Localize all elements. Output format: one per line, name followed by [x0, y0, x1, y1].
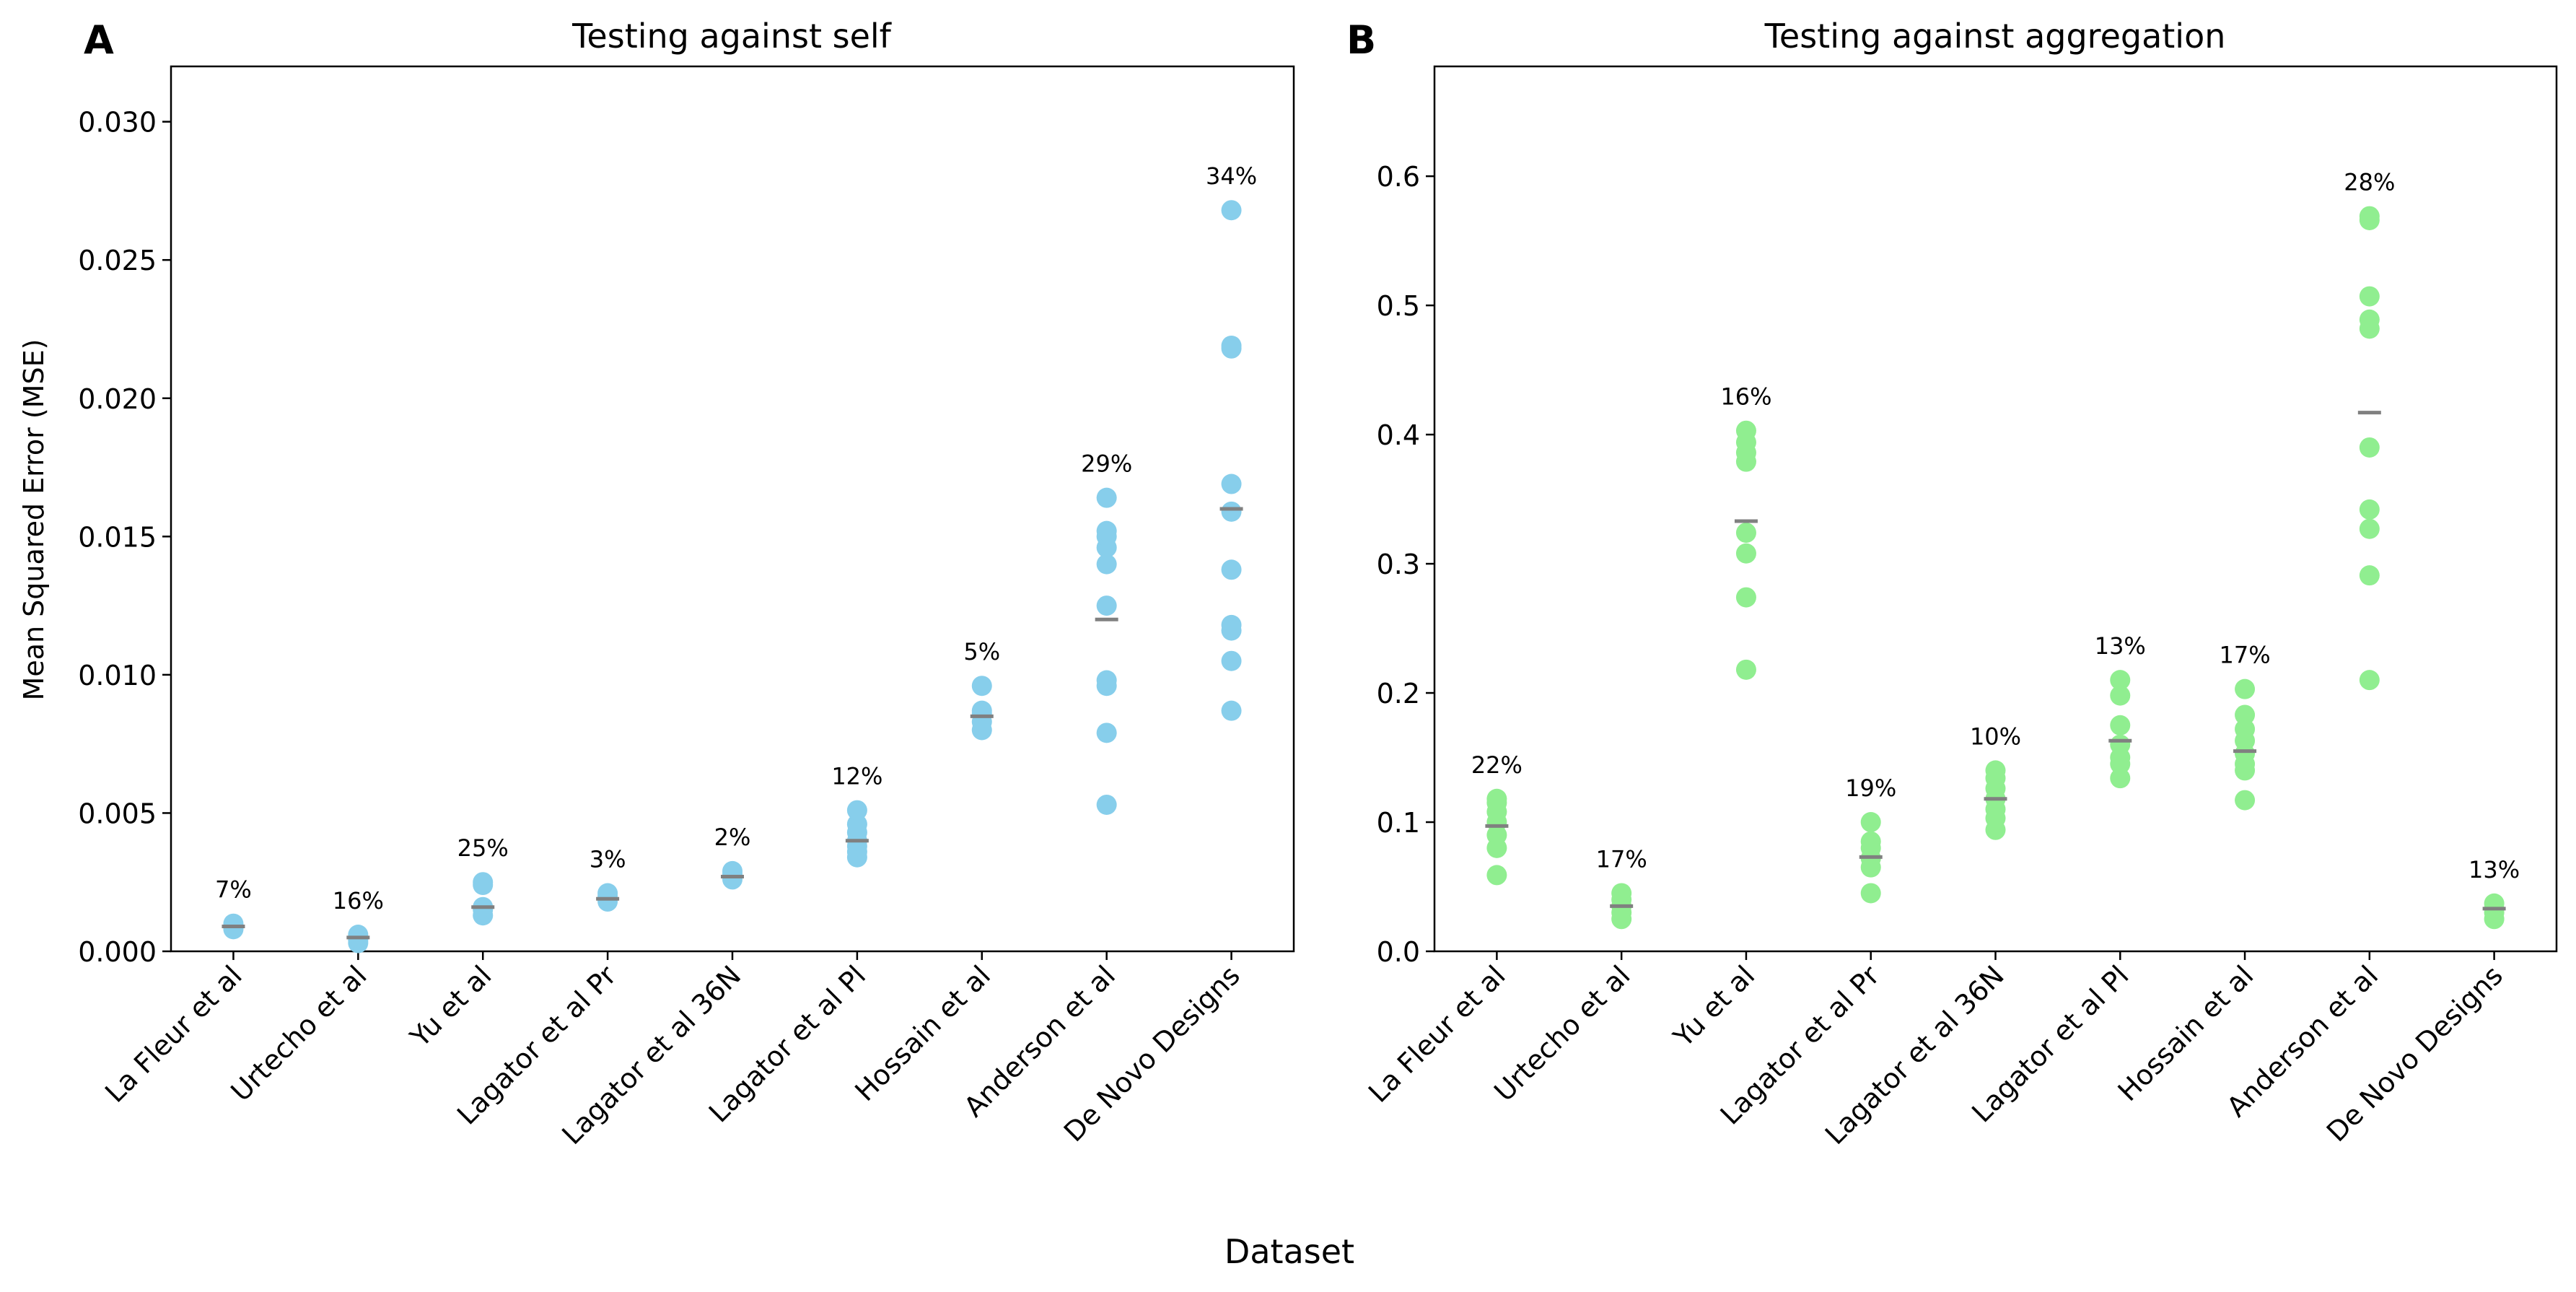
panel-b-y-tick-label: 0.0: [1377, 936, 1420, 968]
panel-b-data-point: [2110, 734, 2131, 755]
panel-b-percent-label: 16%: [1720, 383, 1771, 411]
panel-a-y-tick-label: 0.000: [78, 936, 157, 968]
panel-a-y-tick-label: 0.010: [78, 660, 157, 691]
panel-b-data-point: [2235, 790, 2256, 811]
panel-b-data-point: [1486, 865, 1507, 886]
panel-b-data-point: [2110, 670, 2131, 691]
panel-a-y-tick-label: 0.020: [78, 383, 157, 415]
panel-b-data-point: [2484, 893, 2505, 914]
panel-a-data-point: [971, 676, 992, 697]
panel-b-y-tick-label: 0.5: [1377, 290, 1420, 322]
panel-b-data-point: [2110, 715, 2131, 736]
panel-a-percent-label: 34%: [1206, 162, 1257, 190]
panel-b-data-point: [1860, 812, 1881, 833]
panel-a-data-point: [1221, 559, 1242, 580]
panel-a-x-tick-label: Yu et al: [403, 959, 497, 1053]
panel-b-data-point: [2359, 206, 2380, 227]
panel-a-percent-label: 5%: [963, 638, 1000, 665]
panel-a-data-point: [1221, 335, 1242, 356]
panel-b-data-point: [2359, 286, 2380, 307]
panel-a-percent-label: 2%: [714, 824, 751, 851]
panel-b-y-tick-label: 0.1: [1377, 807, 1420, 839]
panel-b-data-point: [1486, 788, 1507, 809]
panel-a-y-tick-label: 0.025: [78, 245, 157, 276]
panel-b-letter: B: [1346, 17, 1376, 63]
panel-b-y-tick-label: 0.4: [1377, 419, 1420, 451]
panel-a-data-point: [473, 872, 494, 893]
panel-b-data-point: [1985, 760, 2006, 781]
panel-a-data-point: [348, 925, 369, 946]
panel-a-data-point: [1096, 794, 1117, 815]
panel-b-data-point: [2235, 678, 2256, 699]
panel-a-percent-label: 3%: [590, 846, 626, 873]
panel-a-letter: A: [84, 17, 114, 63]
panel-b-percent-label: 13%: [2468, 856, 2520, 883]
panel-a-y-tick-label: 0.015: [78, 521, 157, 553]
panel-b: B Testing against aggregation 0.0 0.1 0.2 0…: [1346, 17, 2558, 1151]
panel-a-percent-label: 7%: [215, 876, 252, 904]
panel-a-percent-label: 16%: [333, 887, 384, 915]
panel-b-percent-label: 13%: [2095, 632, 2146, 660]
panel-b-percent-label: 22%: [1471, 751, 1523, 779]
panel-b-data-point: [1860, 831, 1881, 852]
panel-b-y-tick-label: 0.2: [1377, 678, 1420, 710]
panel-a-data-point: [223, 913, 244, 934]
panel-b-x-tick-label: Yu et al: [1667, 959, 1761, 1053]
panel-b-percent-label: 17%: [2219, 642, 2270, 669]
panel-b-data-point: [1735, 587, 1756, 608]
panel-b-data-point: [1735, 659, 1756, 680]
panel-b-data-point: [2110, 768, 2131, 789]
panel-a-axes-frame: [170, 65, 1295, 953]
panel-b-data-point: [2359, 518, 2380, 539]
panel-a: A Testing against self Mean Squared Erro…: [18, 17, 1295, 1151]
panel-b-data-point: [2110, 685, 2131, 706]
panel-b-percent-label: 28%: [2344, 169, 2395, 196]
panel-b-data-point: [1611, 883, 1632, 904]
panel-a-percent-label: 12%: [831, 763, 882, 790]
panel-a-data-point: [1221, 200, 1242, 221]
panel-b-y-tick-label: 0.6: [1377, 161, 1420, 193]
panel-a-data-point: [1096, 723, 1117, 743]
panel-a-data-point: [846, 800, 867, 821]
panel-a-title: Testing against self: [571, 17, 893, 56]
panel-b-percent-label: 10%: [1970, 723, 2021, 750]
panel-b-data-point: [2235, 719, 2256, 740]
panel-b-plot-area: 0.00.10.20.30.40.50.6La Fleur et alUrtec…: [1362, 65, 2558, 1151]
panel-a-data-point: [846, 813, 867, 834]
panel-a-data-point: [1221, 650, 1242, 671]
panel-a-data-point: [1221, 614, 1242, 635]
panel-a-percent-label: 25%: [457, 834, 509, 862]
panel-a-data-point: [1096, 554, 1117, 575]
panel-b-data-point: [1860, 883, 1881, 904]
panel-a-y-axis-label: Mean Squared Error (MSE): [18, 339, 50, 701]
panel-b-title: Testing against aggregation: [1764, 17, 2226, 56]
figure-x-axis-label: Dataset: [1225, 1232, 1354, 1271]
panel-a-percent-label: 29%: [1081, 450, 1132, 478]
panel-a-data-point: [1096, 670, 1117, 691]
panel-b-data-point: [1735, 543, 1756, 564]
panel-b-data-point: [2359, 499, 2380, 520]
panel-b-data-point: [2359, 437, 2380, 458]
panel-b-data-point: [1735, 420, 1756, 441]
panel-a-data-point: [1221, 501, 1242, 522]
panel-b-y-tick-label: 0.3: [1377, 549, 1420, 580]
panel-b-data-point: [2235, 704, 2256, 725]
panel-a-data-point: [1096, 520, 1117, 541]
panel-a-y-tick-label: 0.030: [78, 107, 157, 139]
panel-a-data-point: [1221, 700, 1242, 721]
panel-a-data-point: [1096, 595, 1117, 616]
panel-a-data-point: [1221, 473, 1242, 494]
panel-b-percent-label: 17%: [1596, 845, 1647, 873]
panel-b-data-point: [2359, 670, 2380, 691]
panel-b-data-point: [1735, 523, 1756, 544]
panel-b-data-point: [2359, 309, 2380, 330]
panel-b-percent-label: 19%: [1845, 774, 1896, 802]
panel-a-data-point: [1096, 487, 1117, 508]
panel-b-data-point: [2359, 565, 2380, 586]
panel-a-y-tick-label: 0.005: [78, 798, 157, 829]
